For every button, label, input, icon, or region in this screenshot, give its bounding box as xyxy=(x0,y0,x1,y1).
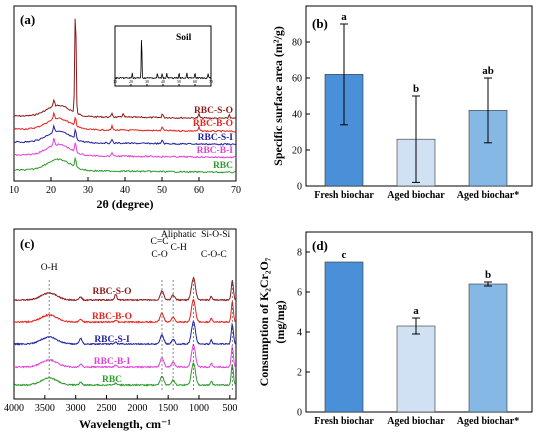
panel-d-y-axis-label-line2: (mg/mg) xyxy=(273,300,287,343)
panel-c-x-tick-label: 3000 xyxy=(66,403,86,414)
panel-b-significance-letter: ab xyxy=(482,65,494,77)
panel-a-x-tick-label: 40 xyxy=(120,185,130,196)
panel-b-y-tick-label: 40 xyxy=(292,110,302,121)
panel-c-label: (c) xyxy=(20,236,34,251)
soil-inset-tick-label: 10 xyxy=(113,79,117,84)
panel-b-significance-letter: b xyxy=(413,83,419,95)
ftir-band-annotation: C-O xyxy=(151,250,168,260)
ftir-band-annotation: O-H xyxy=(41,263,58,273)
panel-d-y-tick-label: 2 xyxy=(297,368,302,379)
panel-d-y-tick-label: 6 xyxy=(297,288,302,299)
ftir-band-annotation: Si-O-Si xyxy=(201,230,230,240)
ftir-series-label-rbc: RBC xyxy=(102,375,122,385)
panel-d-bar-1 xyxy=(324,261,364,413)
xrd-curve-rbc xyxy=(13,156,237,174)
ftir-band-annotation: Aliphatic xyxy=(161,230,196,240)
ftir-series-label-rbc-b-i: RBC-B-I xyxy=(94,357,131,367)
xrd-curve-rbc-b-i xyxy=(13,137,237,159)
ftir-curve-rbc xyxy=(13,362,237,387)
panel-c-x-axis-label: Wavelength, cm⁻¹ xyxy=(79,417,171,431)
xrd-series-label-rbc-b-i: RBC-B-I xyxy=(197,146,234,156)
panel-d-dichromate: (d) 0 2 4 6 8 c Fresh biochar a Aged biochar b Age… xyxy=(257,231,533,427)
panel-c-x-tick-label: 3500 xyxy=(35,403,55,414)
ftir-curve-rbc-s-i xyxy=(13,321,237,346)
panel-b-surface-area: (b) 0 20 40 60 80 a Fresh biochar b Aged biochar… xyxy=(271,5,533,201)
xrd-curve-rbc-s-i xyxy=(13,123,237,146)
soil-inset-tick-label: 50 xyxy=(177,79,181,84)
xrd-curve-rbc-s-o xyxy=(13,18,237,120)
panel-a-x-tick-label: 30 xyxy=(83,185,93,196)
panel-d-bar-3 xyxy=(468,283,508,413)
ftir-curve-rbc-s-o xyxy=(13,276,237,302)
panel-a-x-tick-label: 20 xyxy=(46,185,56,196)
panel-b-y-tick-label: 80 xyxy=(292,38,302,49)
soil-inset-tick-label: 70 xyxy=(209,79,213,84)
panel-c-x-tick-label: 1500 xyxy=(158,403,178,414)
panel-d-label: (d) xyxy=(312,238,328,253)
ftir-series-label-rbc-b-o: RBC-B-O xyxy=(92,312,132,322)
panel-a-x-axis-label: 2θ (degree) xyxy=(96,197,153,211)
panel-a-xrd: (a) 10 20 30 40 50 60 70 RBC-S-O RBC-B-O RBC-S-I… xyxy=(9,5,241,211)
soil-inset-tick-label: 30 xyxy=(145,79,149,84)
panel-b-significance-letter: a xyxy=(341,11,347,23)
ftir-band-annotation: C-H xyxy=(170,243,187,253)
panel-d-bar-2 xyxy=(396,325,436,413)
xrd-series-label-rbc-s-i: RBC-S-I xyxy=(198,133,234,143)
panel-b-y-tick-label: 20 xyxy=(292,146,302,157)
soil-inset-tick-label: 20 xyxy=(129,79,133,84)
panel-a-x-tick-label: 70 xyxy=(231,185,241,196)
xrd-series-label-rbc-b-o: RBC-B-O xyxy=(193,119,233,129)
panel-b-category-label: Aged biochar* xyxy=(457,190,520,201)
panel-c-x-tick-label: 2500 xyxy=(97,403,117,414)
soil-inset-curve xyxy=(114,39,212,80)
soil-inset-tick-label: 60 xyxy=(193,79,197,84)
soil-inset-label: Soil xyxy=(176,33,192,43)
panel-a-x-tick-label: 10 xyxy=(9,185,19,196)
panel-d-category-label: Aged biochar* xyxy=(457,416,520,427)
panel-b-y-tick-label: 60 xyxy=(292,74,302,85)
ftir-series-label-rbc-s-i: RBC-S-I xyxy=(94,335,130,345)
panel-d-significance-letter: b xyxy=(485,269,491,281)
soil-inset: Soil 10 20 30 40 50 60 70 xyxy=(113,25,213,87)
xrd-curve-rbc-b-o xyxy=(13,111,237,133)
panel-c-frame xyxy=(13,228,237,400)
ftir-series-label-rbc-s-o: RBC-S-O xyxy=(92,287,131,297)
xrd-series-label-rbc-s-o: RBC-S-O xyxy=(194,106,233,116)
panel-b-category-label: Fresh biochar xyxy=(314,190,374,201)
ftir-band-annotation: C-O-C xyxy=(201,250,227,260)
panel-b-y-tick-label: 0 xyxy=(297,182,302,193)
panel-d-category-label: Aged biochar xyxy=(387,416,445,427)
soil-inset-tick-label: 40 xyxy=(161,79,165,84)
panel-c-x-tick-label: 1000 xyxy=(189,403,209,414)
panel-a-label: (a) xyxy=(20,12,35,27)
panel-d-category-label: Fresh biochar xyxy=(314,416,374,427)
xrd-series-label-rbc: RBC xyxy=(213,161,233,171)
panel-c-x-tick-label: 500 xyxy=(222,403,237,414)
panel-d-y-tick-label: 4 xyxy=(297,328,302,339)
panel-b-label: (b) xyxy=(312,16,328,31)
panel-d-y-tick-label: 0 xyxy=(297,408,302,419)
panel-b-y-axis-label: Specific surface area (m²/g) xyxy=(271,26,285,166)
panel-a-x-tick-label: 50 xyxy=(157,185,167,196)
panel-a-x-tick-label: 60 xyxy=(194,185,204,196)
ftir-curve-rbc-b-o xyxy=(13,298,237,324)
panel-d-y-tick-label: 8 xyxy=(297,248,302,259)
panel-d-significance-letter: a xyxy=(413,305,419,317)
panel-c-x-tick-label: 4000 xyxy=(4,403,24,414)
ftir-band-annotation: C=C xyxy=(151,237,169,247)
ftir-curve-rbc-b-i xyxy=(13,344,237,369)
panel-b-category-label: Aged biochar xyxy=(387,190,445,201)
panel-d-y-axis-label-line1: Consumption of K₂Cr₂O₇ xyxy=(257,257,271,386)
panel-d-significance-letter: c xyxy=(342,249,347,261)
panel-c-ftir: (c) 4000 3500 3000 2500 2000 1500 1000 500 RBC-… xyxy=(4,228,237,431)
panel-c-x-tick-label: 2000 xyxy=(127,403,147,414)
